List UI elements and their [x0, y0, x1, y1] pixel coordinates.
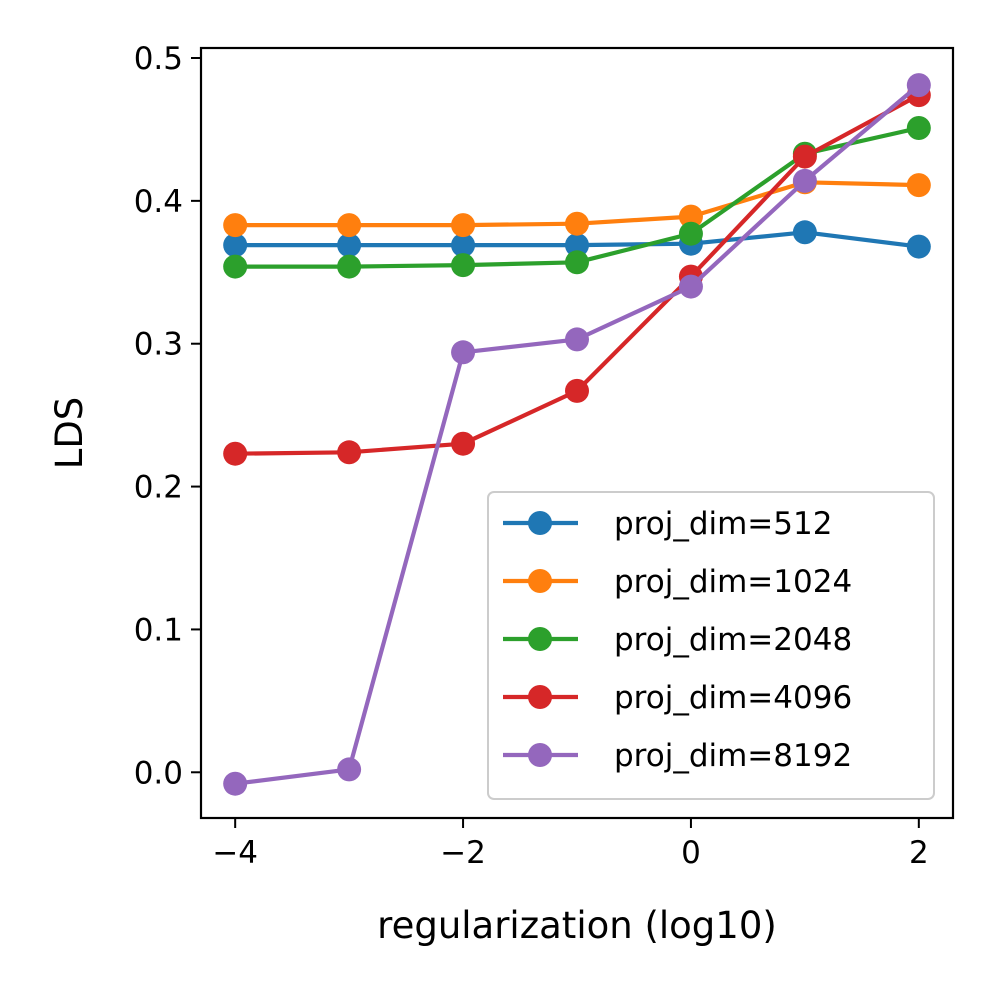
data-point — [678, 204, 703, 229]
data-point — [337, 233, 362, 258]
legend-label: proj_dim=8192 — [614, 738, 852, 774]
data-point — [451, 233, 476, 258]
y-tick-label: 0.2 — [134, 470, 183, 506]
data-point — [451, 253, 476, 278]
legend-item: proj_dim=1024 — [503, 564, 852, 600]
data-point — [223, 771, 248, 796]
x-tick-label: −4 — [212, 835, 258, 871]
plot-area — [223, 73, 931, 796]
y-axis-label: LDS — [48, 397, 91, 470]
data-point — [337, 440, 362, 465]
legend-label: proj_dim=512 — [614, 506, 832, 542]
data-point — [451, 340, 476, 365]
legend-marker — [528, 511, 552, 535]
data-point — [223, 441, 248, 466]
legend-item: proj_dim=8192 — [503, 738, 852, 774]
axes: −4 −2 0 2 0.0 0.1 0.2 0.3 0.4 0.5 — [134, 41, 955, 871]
data-point — [565, 250, 589, 275]
data-point — [906, 173, 931, 198]
x-tick-label: 2 — [909, 835, 929, 871]
y-tick-label: 0.1 — [134, 612, 183, 648]
data-point — [223, 213, 248, 238]
legend-marker — [528, 743, 552, 767]
series-proj_dim=512 — [223, 220, 931, 259]
data-point — [906, 234, 931, 259]
data-point — [223, 233, 248, 258]
data-point — [565, 327, 589, 352]
legend-label: proj_dim=1024 — [614, 564, 852, 600]
data-point — [792, 144, 817, 169]
legend-item: proj_dim=512 — [503, 506, 832, 542]
legend-marker — [528, 569, 552, 593]
data-point — [906, 116, 931, 140]
data-point — [337, 213, 362, 238]
x-axis-label: regularization (log10) — [377, 904, 777, 947]
series-proj_dim=4096 — [223, 83, 931, 466]
series-proj_dim=2048 — [223, 116, 931, 279]
data-point — [792, 220, 817, 245]
legend: proj_dim=512 proj_dim=1024 proj_dim=2048pr… — [487, 491, 935, 800]
data-point — [678, 221, 703, 246]
data-point — [906, 73, 931, 98]
data-point — [565, 233, 589, 258]
legend-item: proj_dim=2048 — [503, 622, 852, 658]
legend-label: proj_dim=2048 — [614, 622, 852, 658]
legend-item: proj_dim=4096 — [503, 680, 852, 716]
legend-label: proj_dim=4096 — [614, 680, 852, 716]
data-point — [565, 211, 589, 236]
data-point — [337, 254, 362, 279]
data-point — [451, 431, 476, 456]
legend-box — [487, 491, 935, 800]
axes-frame — [199, 46, 955, 820]
legend-marker — [528, 627, 552, 651]
data-point — [451, 213, 476, 238]
series-proj_dim=8192 — [223, 73, 931, 796]
x-tick-label: −2 — [440, 835, 486, 871]
data-point — [565, 378, 589, 403]
y-tick-label: 0.5 — [134, 41, 183, 77]
y-tick-label: 0.3 — [134, 327, 183, 363]
data-point — [223, 254, 248, 279]
data-point — [337, 757, 362, 782]
y-tick-label: 0.4 — [134, 184, 183, 220]
data-point — [678, 274, 703, 299]
legend-marker — [528, 685, 552, 709]
data-point — [792, 168, 817, 193]
series-proj_dim=1024 — [223, 170, 931, 238]
y-tick-label: 0.0 — [134, 755, 183, 791]
x-tick-label: 0 — [681, 835, 701, 871]
